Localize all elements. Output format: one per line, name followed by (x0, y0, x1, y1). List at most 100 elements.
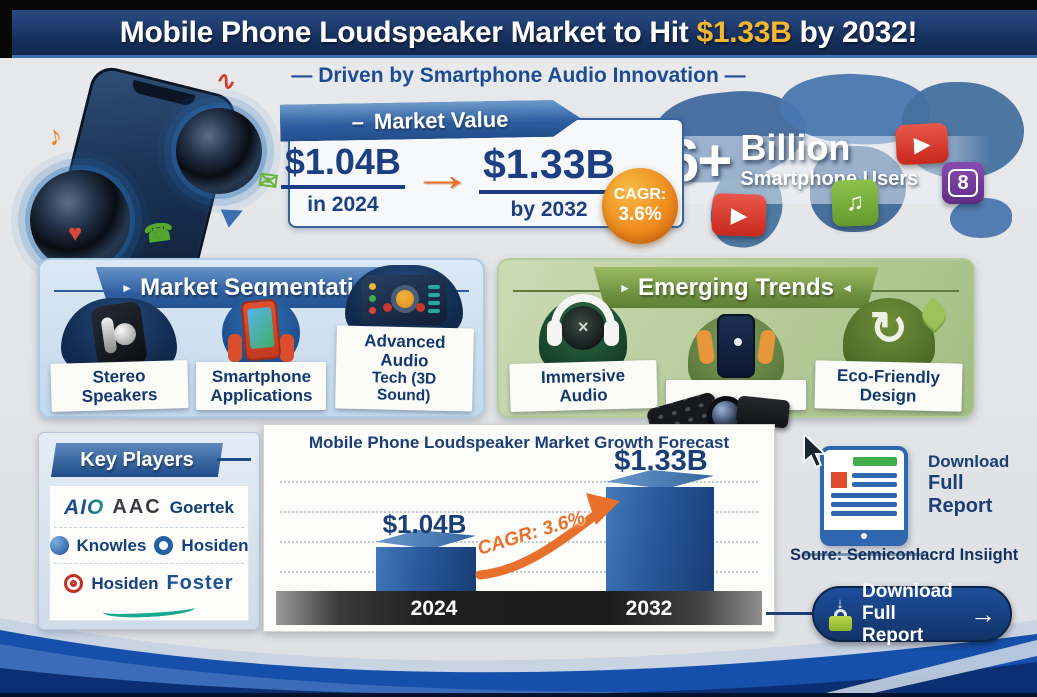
segment-label-text2: Tech (3D Sound) (371, 369, 436, 406)
segment-label-text: Stereo Speakers (81, 366, 158, 407)
logo-goertek: Goertek (169, 497, 234, 517)
logo-hosiden: Hosiden (91, 573, 159, 593)
logo-hosiden: Hosiden (181, 535, 249, 555)
bar-2032 (606, 470, 714, 597)
value-2024-block: $1.04B in 2024 (280, 144, 405, 217)
speaker-wing (695, 329, 716, 365)
emerging-trends-panel: ▸ Emerging Trends ◂ × Immersive Audio (497, 258, 975, 445)
seal-logo-icon (64, 574, 84, 594)
phone-notch (130, 79, 196, 108)
value-2032: $1.33B (478, 144, 620, 194)
lock-download-icon: ↓ (828, 594, 852, 631)
apps-blob (222, 295, 301, 370)
logo-aio: AIO (64, 495, 105, 519)
bar-2024 (376, 530, 476, 597)
button-label: Download Full Report (862, 581, 960, 647)
squiggle-icon: ∿ (213, 65, 240, 98)
download-report-promo: Download Full Report (928, 452, 1033, 518)
segment-item-advanced-audio: Advanced Audio Tech (3D Sound) (334, 259, 474, 412)
audio-dashboard (360, 275, 447, 326)
cagr-arrow-icon (475, 493, 620, 580)
leaf-icon (915, 296, 952, 334)
mail-icon: ✉ (256, 166, 280, 197)
users-subtitle: Smartphone Users (740, 168, 919, 190)
value-2024: $1.04B (280, 144, 405, 189)
bar-front-face (606, 487, 714, 597)
segment-label-text: Smartphone Applications (210, 366, 313, 405)
doc-row (831, 472, 897, 488)
bottom-wave-graphic (0, 618, 1037, 697)
chart-title: Mobile Phone Loudspeaker Market Growth F… (308, 433, 730, 452)
headphone-band (551, 293, 616, 328)
value-2032-label: by 2032 (510, 198, 588, 221)
market-segmentation-panel: ▸ Market Segmentation ◂ Stereo Speakers (38, 258, 485, 418)
headphones-blob: × (539, 293, 628, 370)
down-arrow-icon: ↓ (836, 594, 844, 612)
lock-body (828, 615, 852, 631)
headphones-icon: × (539, 293, 628, 370)
banner-arrow-icon: ◂ (844, 279, 851, 295)
header-banner: Mobile Phone Loudspeaker Market to Hit $… (0, 10, 1037, 58)
knowles-logo-icon (49, 536, 69, 556)
bar-value-2024: $1.04B (382, 509, 467, 539)
speaker-box (90, 300, 149, 370)
doc-green-bar (853, 457, 897, 466)
music-app-icon: ♫ (831, 179, 879, 227)
x-axis-label-2032: 2032 (625, 597, 673, 620)
users-billion: Billion (740, 127, 851, 168)
trend-item-immersive-audio: × Immersive Audio (509, 293, 658, 413)
headphone-pad (604, 319, 620, 346)
logo-knowles: Knowles (76, 535, 147, 555)
world-map-section: 6+ Billion Smartphone Users ▶ ▶ 8 ♫ (649, 68, 1037, 256)
ribbon-dash: – (351, 108, 365, 134)
logo-row: AIO AAC Goertek (54, 489, 244, 528)
smartphone-users-stat: 6+ Billion Smartphone Users (666, 130, 918, 191)
x-axis-label-2024: 2024 (410, 597, 458, 620)
hosiden-logo-icon (154, 536, 174, 556)
phone-call-icon: ☎ (142, 218, 176, 249)
trends-banner-label: Emerging Trends (637, 273, 835, 301)
lock-shackle (833, 608, 847, 617)
download-full-report-button[interactable]: ↓ Download Full Report → (812, 581, 1012, 646)
bar-value-2032: $1.33B (614, 445, 708, 477)
trend-label-text: Eco-Friendly Design (837, 365, 941, 406)
chart-platform (276, 591, 762, 625)
indicator-dot (415, 303, 425, 313)
logo-row: Hosiden Foster (54, 565, 244, 602)
send-icon: ▶ (219, 197, 247, 230)
indicator-dot (382, 303, 392, 313)
ribbon-line (217, 458, 251, 461)
level-bars (427, 285, 440, 314)
key-players-ribbon: Key Players (51, 443, 223, 477)
stereo-speaker-icon (61, 294, 178, 370)
growth-forecast-chart: Mobile Phone Loudspeaker Market Growth F… (263, 424, 775, 632)
cagr-label: CAGR: (613, 186, 667, 203)
eco-blob: ↻ (842, 296, 952, 370)
trend-label-text: Immersive Audio (540, 365, 626, 406)
play-icon: ▶ (913, 133, 931, 156)
trend-label: Immersive Audio (509, 359, 658, 413)
doc-line (831, 502, 897, 507)
indicator-dot (368, 295, 376, 303)
gridline (280, 571, 758, 573)
doc-line (831, 493, 897, 498)
trend-items: × Immersive Audio (499, 293, 973, 445)
phone-speakers-illustration: ♪ ∿ ✉ ▶ ♥ ☎ (8, 63, 293, 303)
segment-label: Stereo Speakers (50, 360, 189, 412)
segmentation-items: Stereo Speakers Smartphone Applications (40, 265, 483, 412)
trend-item-devices (645, 312, 810, 445)
segment-label-text: Advanced Audio (363, 331, 446, 371)
app-badge-8-icon: 8 (942, 162, 984, 204)
segment-label: Advanced Audio Tech (3D Sound) (334, 325, 474, 412)
segment-item-stereo-speakers: Stereo Speakers (50, 294, 189, 412)
value-2032-block: $1.33B by 2032 (478, 144, 620, 222)
cursor-icon (803, 434, 828, 468)
speaker-wing (756, 329, 777, 365)
promo-line1: Download (928, 452, 1010, 471)
speaker-knob (112, 321, 138, 347)
market-value-ribbon-label: Market Value (373, 106, 509, 134)
video-play-app-icon: ▶ (711, 193, 767, 237)
value-2024-label: in 2024 (307, 193, 379, 216)
report-document-graphic (798, 434, 928, 556)
